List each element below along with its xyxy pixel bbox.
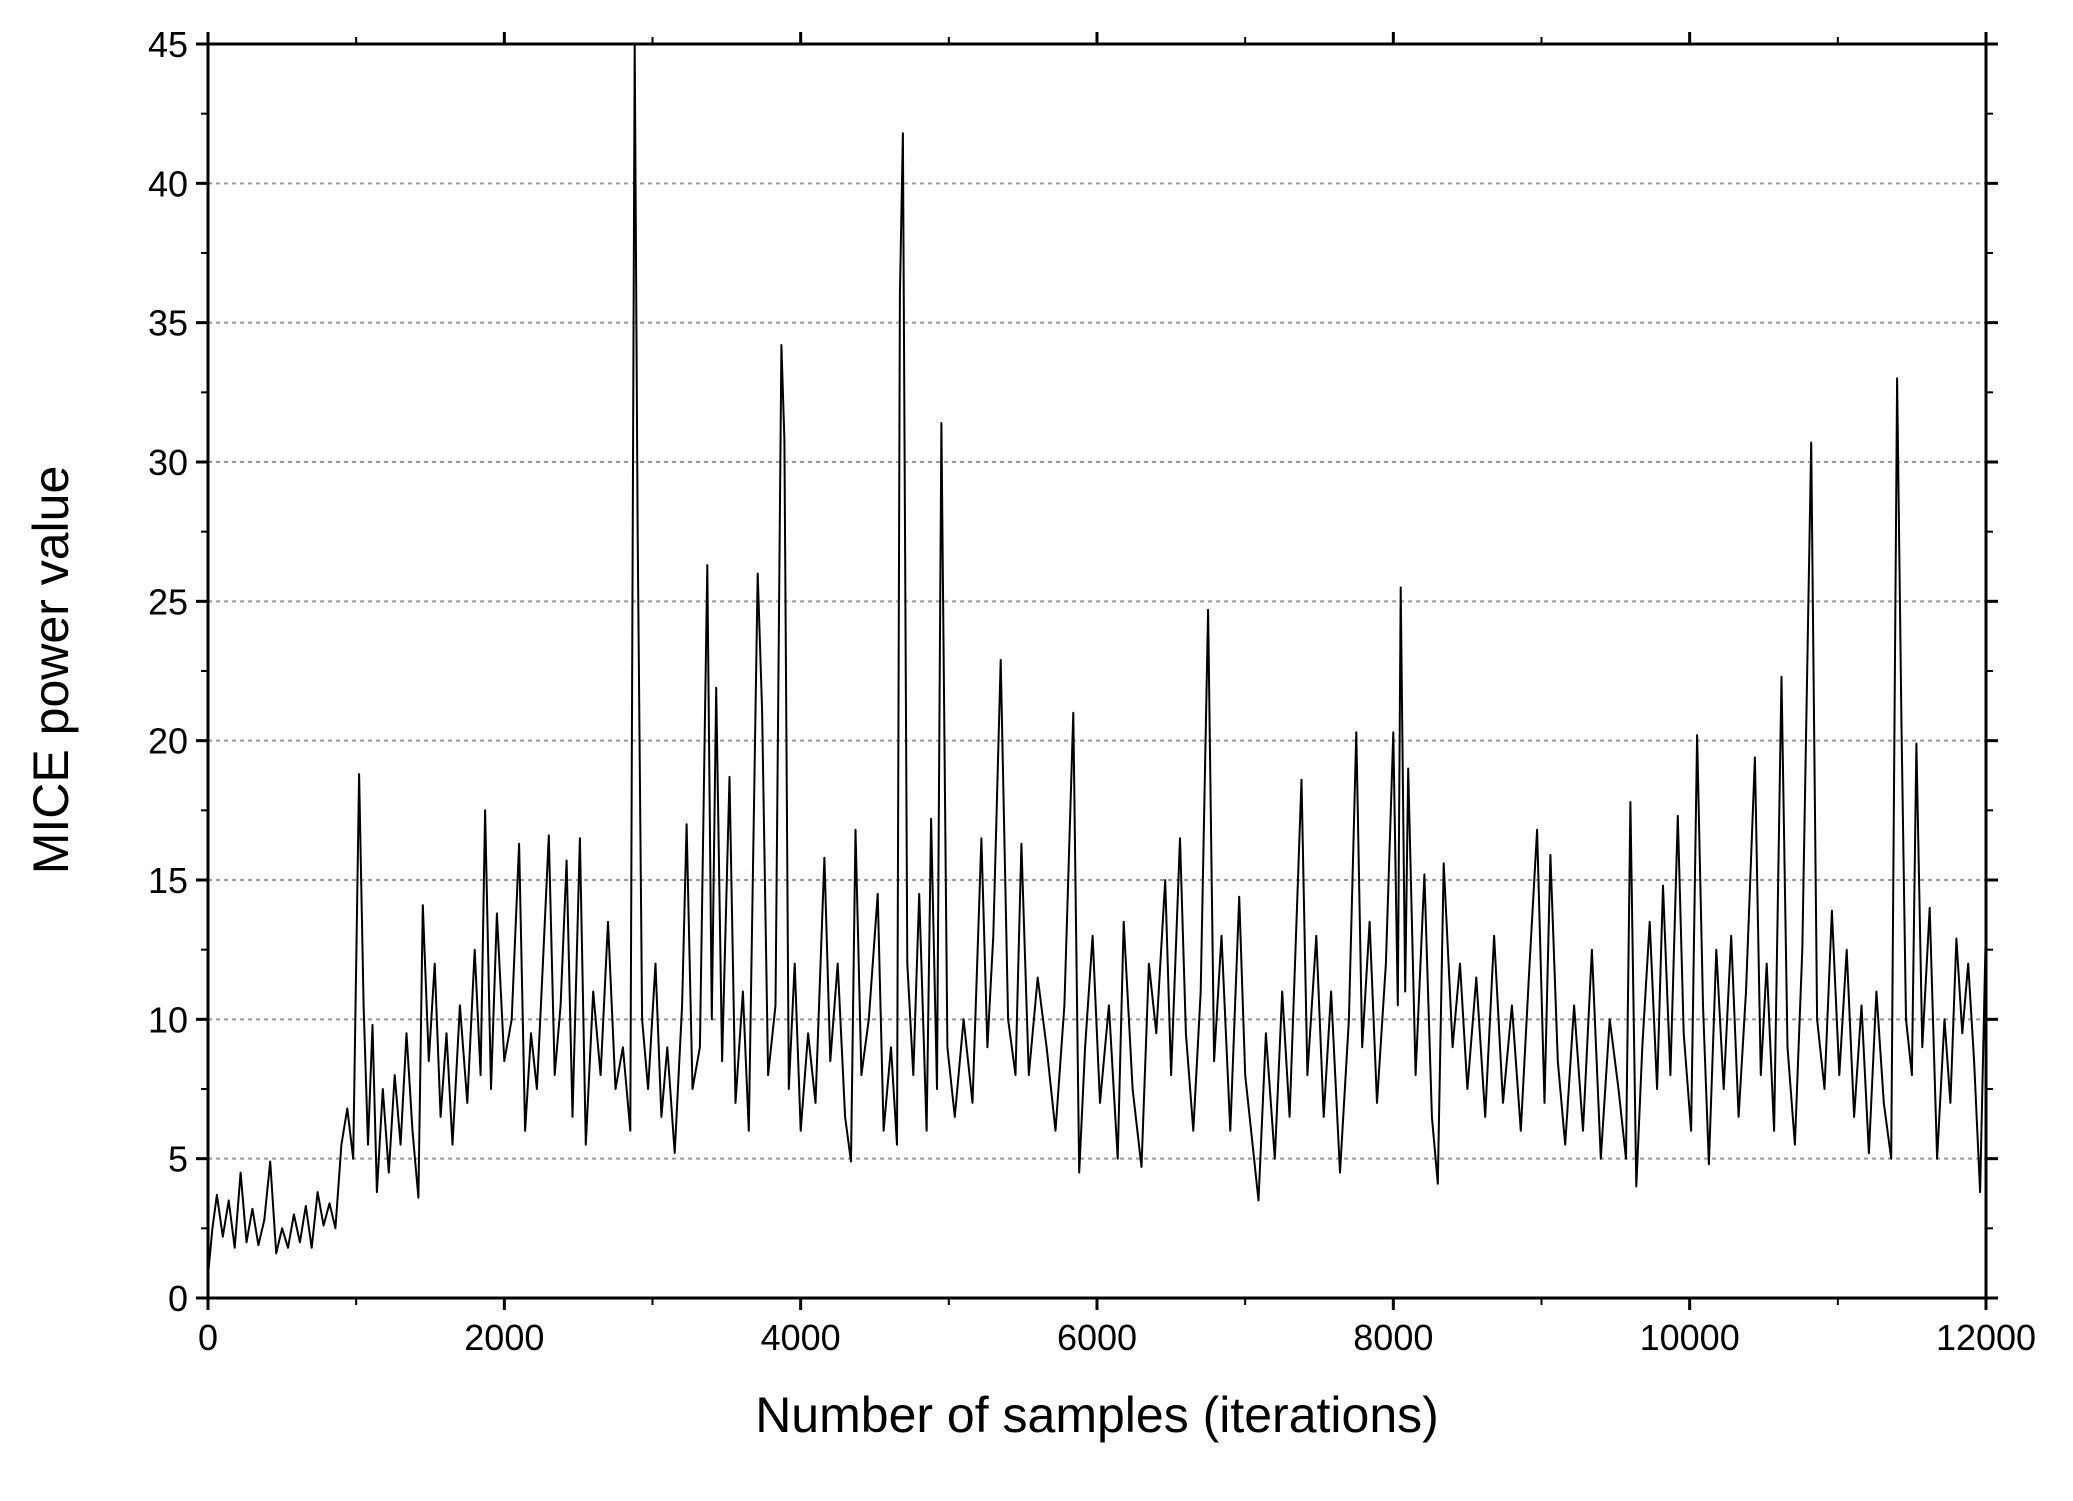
x-axis-label: Number of samples (iterations)	[755, 1387, 1439, 1443]
plot-frame	[206, 42, 1988, 1300]
y-tick-label: 15	[148, 860, 188, 901]
y-tick-label: 45	[148, 24, 188, 65]
y-tick-label: 35	[148, 303, 188, 344]
data-line	[207, 43, 1987, 1276]
y-tick-label: 25	[148, 581, 188, 622]
x-tick-label: 4000	[761, 1317, 841, 1358]
y-tick-label: 10	[148, 999, 188, 1040]
x-tick-label: 6000	[1057, 1317, 1137, 1358]
y-tick-label: 40	[148, 163, 188, 204]
y-axis-label: MICE power value	[23, 466, 79, 875]
x-tick-label: 8000	[1353, 1317, 1433, 1358]
x-tick-label: 12000	[1936, 1317, 2036, 1358]
x-tick-label: 0	[198, 1317, 218, 1358]
y-tick-label: 20	[148, 721, 188, 762]
y-tick-label: 30	[148, 442, 188, 483]
y-tick-label: 5	[168, 1139, 188, 1180]
x-tick-label: 10000	[1640, 1317, 1740, 1358]
x-tick-label: 2000	[464, 1317, 544, 1358]
y-tick-label: 0	[168, 1278, 188, 1319]
